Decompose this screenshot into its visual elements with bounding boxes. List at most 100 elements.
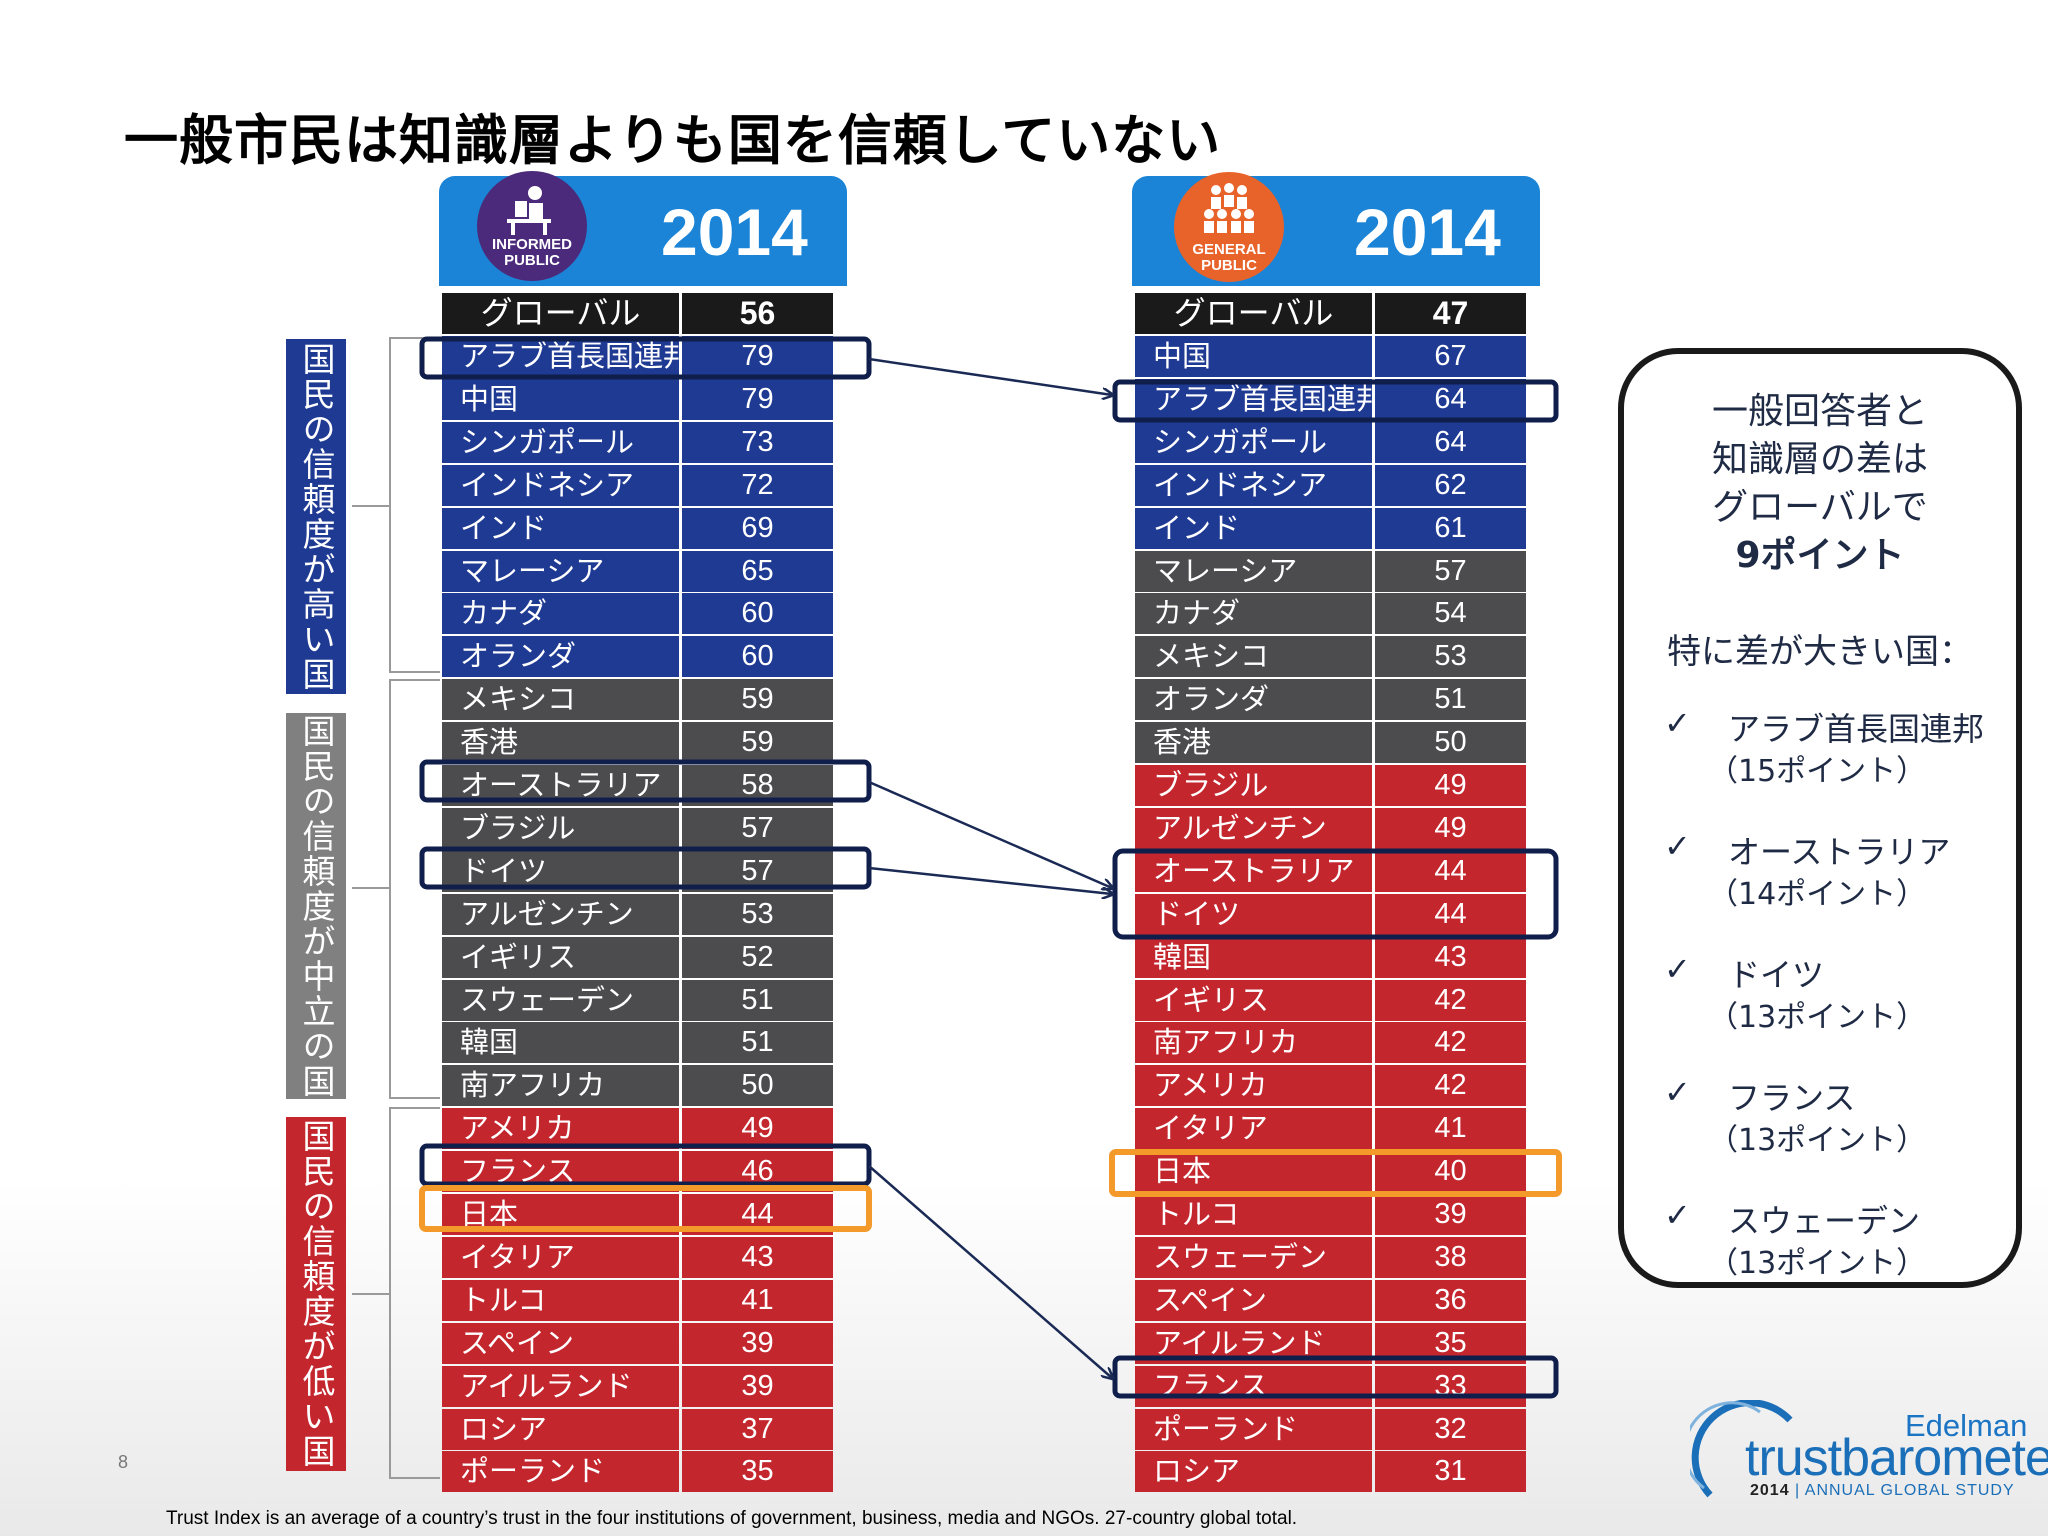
trust-score: 44 (1375, 850, 1526, 892)
trust-score: 60 (682, 593, 833, 635)
table-row: アメリカ 42 (1135, 1065, 1526, 1107)
trust-score: 79 (682, 378, 833, 420)
general-header: GENERAL PUBLIC 2014 (1132, 172, 1540, 286)
table-row: ロシア 37 (442, 1408, 833, 1450)
table-row: イギリス 42 (1135, 979, 1526, 1021)
badge-line-2: PUBLIC (504, 252, 560, 269)
country-name: インドネシア (442, 464, 679, 506)
trust-score: 64 (1375, 378, 1526, 420)
country-name: スウェーデン (1135, 1236, 1372, 1278)
table-row: ポーランド 35 (442, 1451, 833, 1493)
trust-score: 35 (1375, 1322, 1526, 1364)
general-year: 2014 (1354, 195, 1501, 269)
trust-score: 54 (1375, 593, 1526, 635)
table-row: 韓国 43 (1135, 936, 1526, 978)
country-name: シンガポール (1135, 421, 1372, 463)
table-row: スウェーデン 38 (1135, 1236, 1526, 1278)
country-name: アラブ首長国連邦 (1135, 378, 1385, 420)
trust-score: 62 (1375, 464, 1526, 506)
trust-score: 42 (1375, 979, 1526, 1021)
country-name: スウェーデン (442, 979, 679, 1021)
country-name: アイルランド (1135, 1322, 1372, 1364)
table-row: イタリア 41 (1135, 1108, 1526, 1150)
country-name: 中国 (1135, 336, 1372, 377)
trust-score: 61 (1375, 507, 1526, 549)
table-row: ロシア 31 (1135, 1451, 1526, 1493)
table-row: スペイン 36 (1135, 1279, 1526, 1321)
country-name: 香港 (1135, 722, 1372, 764)
country-name: オーストラリア (1135, 850, 1372, 892)
table-row: アメリカ 49 (442, 1108, 833, 1150)
table-row: オランダ 51 (1135, 679, 1526, 721)
table-row: フランス 46 (442, 1151, 833, 1193)
trust-score: 57 (682, 850, 833, 892)
table-row: マレーシア 65 (442, 550, 833, 592)
callout-item-country: オーストラリア (1728, 833, 1951, 871)
table-row: ブラジル 57 (442, 807, 833, 849)
table-row: ドイツ 57 (442, 850, 833, 892)
country-name: ドイツ (442, 850, 679, 892)
trust-score: 51 (682, 979, 833, 1021)
country-name: 韓国 (442, 1022, 679, 1064)
trust-score: 53 (1375, 636, 1526, 678)
country-name: グローバル (1135, 293, 1372, 334)
country-name: 南アフリカ (442, 1065, 679, 1107)
callout-box: 一般回答者と 知識層の差は グローバルで 9ポイント 特に差が大きい国： ✓ アラ… (1618, 348, 2022, 1288)
trust-score: 38 (1375, 1236, 1526, 1278)
table-row: ドイツ 44 (1135, 893, 1526, 935)
country-name: マレーシア (442, 550, 679, 592)
country-name: イギリス (442, 936, 679, 978)
table-row: イギリス 52 (442, 936, 833, 978)
trust-score: 43 (1375, 936, 1526, 978)
country-name: 日本 (1135, 1151, 1372, 1193)
table-row: 中国 79 (442, 378, 833, 420)
table-row: アラブ首長国連邦 64 (1135, 378, 1526, 420)
country-name: オーストラリア (442, 765, 679, 806)
trustbarometer-logo: trustbarometer (1745, 1429, 2048, 1487)
table-row: メキシコ 53 (1135, 636, 1526, 678)
callout-item-country: アラブ首長国連邦 (1728, 710, 1985, 748)
country-name: カナダ (442, 593, 679, 635)
category-high-label: 国民の信頼度が高い国 (286, 339, 346, 694)
country-name: 南アフリカ (1135, 1022, 1372, 1064)
trust-score: 33 (1375, 1365, 1526, 1407)
country-name: トルコ (442, 1279, 679, 1321)
country-name: ロシア (1135, 1451, 1372, 1493)
country-name: アラブ首長国連邦 (442, 336, 692, 377)
table-row: アイルランド 35 (1135, 1322, 1526, 1364)
study-label: 2014 | ANNUAL GLOBAL STUDY (1750, 1482, 2015, 1499)
country-name: アメリカ (442, 1108, 679, 1150)
table-row: 南アフリカ 50 (442, 1065, 833, 1107)
check-icon: ✓ (1664, 827, 1691, 865)
callout-item-diff: （13ポイント） (1708, 1246, 1927, 1281)
country-name: インド (442, 507, 679, 549)
callout-item-country: ドイツ (1728, 956, 1825, 994)
table-row: 日本 44 (442, 1194, 833, 1235)
desk-person-icon (507, 186, 551, 235)
country-name: オランダ (1135, 679, 1372, 721)
country-name: ブラジル (1135, 765, 1372, 806)
trust-score: 65 (682, 550, 833, 592)
trust-score: 47 (1375, 293, 1526, 334)
trust-score: 39 (682, 1322, 833, 1364)
trustbarometer-swirl-icon (1690, 1400, 1793, 1498)
table-row: オーストラリア 44 (1135, 850, 1526, 892)
trust-score: 43 (682, 1236, 833, 1278)
crowd-icon (1204, 183, 1254, 233)
trust-score: 36 (1375, 1279, 1526, 1321)
table-row: 中国 67 (1135, 336, 1526, 377)
trust-score: 50 (682, 1065, 833, 1107)
table-row: 韓国 51 (442, 1022, 833, 1064)
country-name: 中国 (442, 378, 679, 420)
trust-score: 49 (1375, 765, 1526, 806)
badge-line-1: INFORMED (492, 236, 572, 253)
trust-score: 51 (1375, 679, 1526, 721)
trust-score: 51 (682, 1022, 833, 1064)
country-name: イタリア (1135, 1108, 1372, 1150)
slide-title: 一般市民は知識層よりも国を信頼していない (124, 109, 1222, 172)
table-row: オランダ 60 (442, 636, 833, 678)
callout-line-1: 一般回答者と (1711, 391, 1928, 432)
table-row: インド 69 (442, 507, 833, 549)
study-name: ANNUAL GLOBAL STUDY (1804, 1482, 2015, 1499)
trust-score: 39 (1375, 1194, 1526, 1235)
